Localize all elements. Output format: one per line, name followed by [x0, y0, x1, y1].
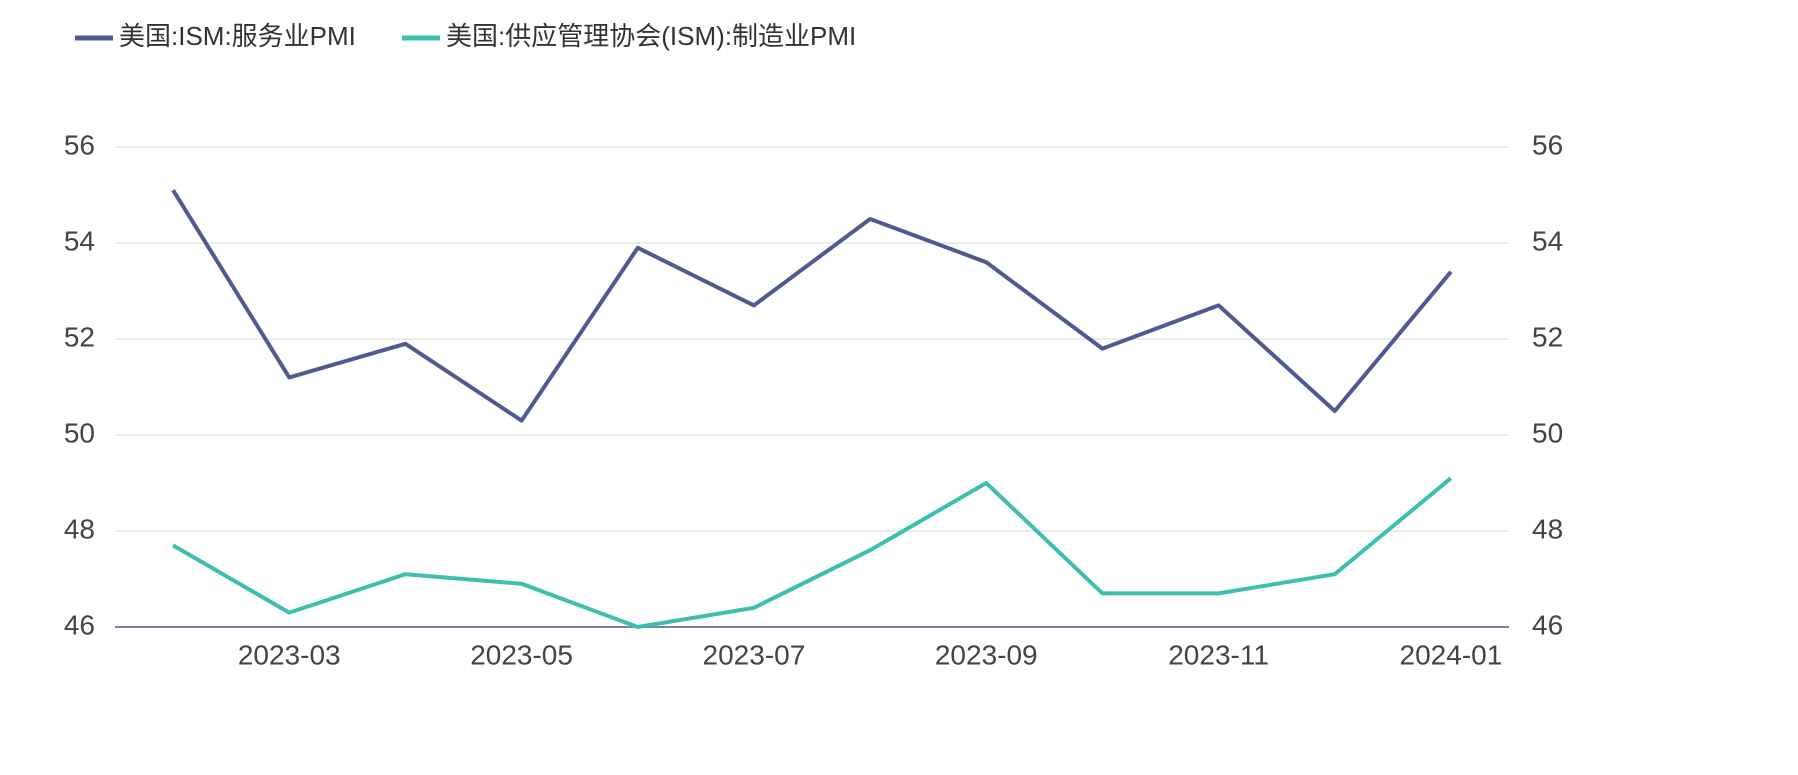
y2-tick-label: 46	[1532, 609, 1563, 640]
legend-label: 美国:ISM:服务业PMI	[119, 21, 356, 51]
y-tick-label: 52	[64, 321, 95, 352]
x-tick-label: 2023-07	[703, 639, 806, 670]
y2-tick-label: 52	[1532, 321, 1563, 352]
x-tick-label: 2023-11	[1168, 639, 1269, 670]
y2-tick-label: 48	[1532, 513, 1563, 544]
legend-label: 美国:供应管理协会(ISM):制造业PMI	[446, 21, 856, 51]
series-line	[171, 189, 1453, 423]
y-tick-label: 48	[64, 513, 95, 544]
x-tick-label: 2023-05	[470, 639, 573, 670]
y2-tick-label: 54	[1532, 225, 1563, 256]
y2-tick-label: 56	[1532, 129, 1563, 160]
x-tick-label: 2023-03	[238, 639, 341, 670]
y-tick-label: 56	[64, 129, 95, 160]
y-tick-label: 46	[64, 609, 95, 640]
series-line	[172, 476, 1453, 629]
y-tick-label: 50	[64, 417, 95, 448]
legend: 美国:ISM:服务业PMI 美国:供应管理协会(ISM):制造业PMI	[75, 21, 856, 51]
y2-tick-label: 50	[1532, 417, 1563, 448]
x-tick-label: 2024-01	[1400, 639, 1503, 670]
y-tick-label: 54	[64, 225, 95, 256]
x-tick-label: 2023-09	[935, 639, 1038, 670]
